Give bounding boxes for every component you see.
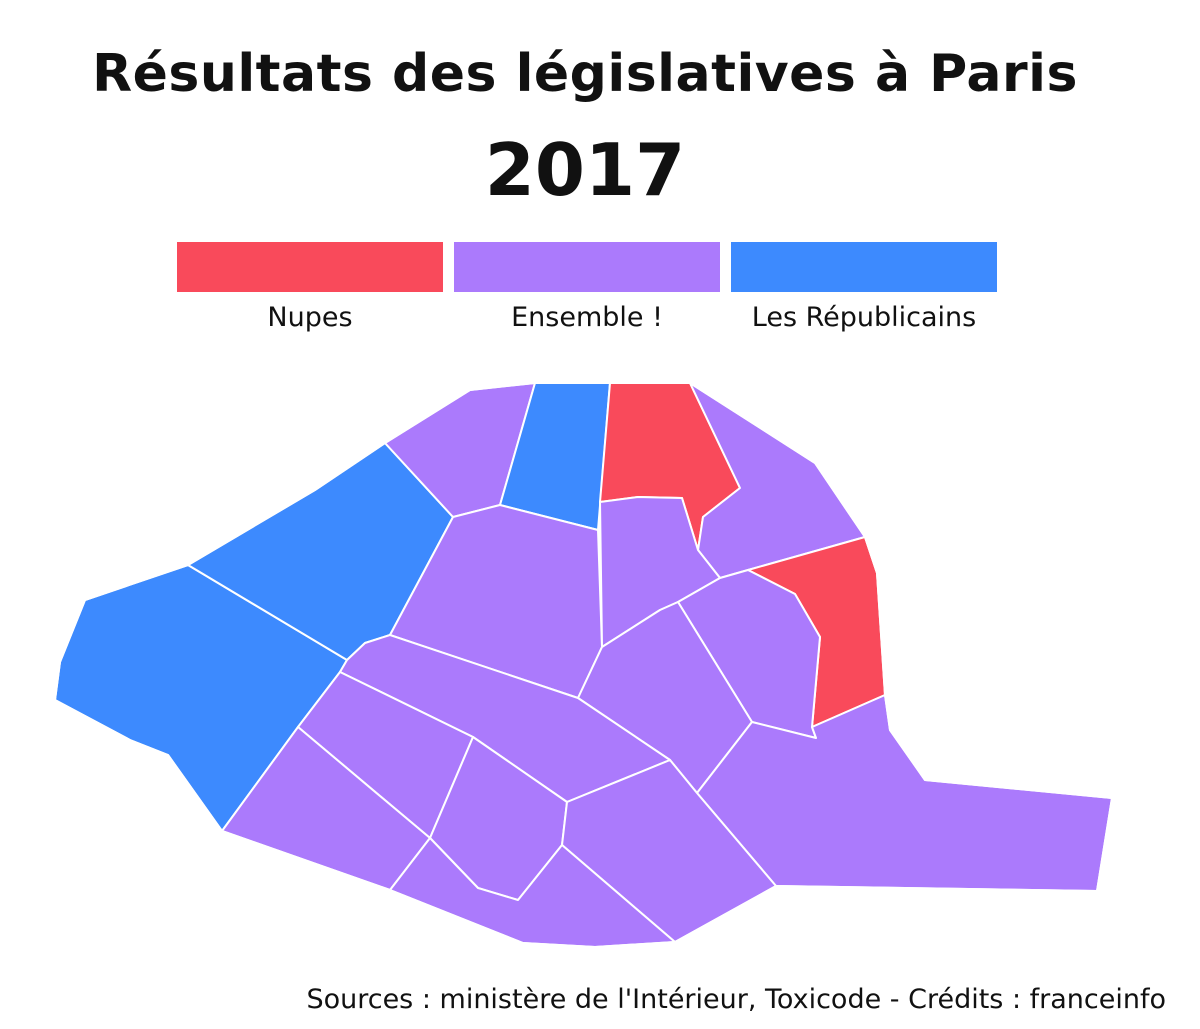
legend-swatch-nupes (177, 242, 443, 292)
legend-label-lr: Les Républicains (751, 302, 977, 333)
legend-label-ensemble: Ensemble ! (511, 302, 663, 333)
map-year: 2017 (484, 128, 686, 212)
sources-credits: Sources : ministère de l'Intérieur, Toxi… (306, 984, 1166, 1015)
legend-label-nupes: Nupes (267, 302, 353, 333)
legend-swatch-ensemble (454, 242, 720, 292)
paris-outline (54, 382, 1113, 948)
map-title: Résultats des législatives à Paris (92, 44, 1078, 104)
legend-swatch-lr (731, 242, 997, 292)
